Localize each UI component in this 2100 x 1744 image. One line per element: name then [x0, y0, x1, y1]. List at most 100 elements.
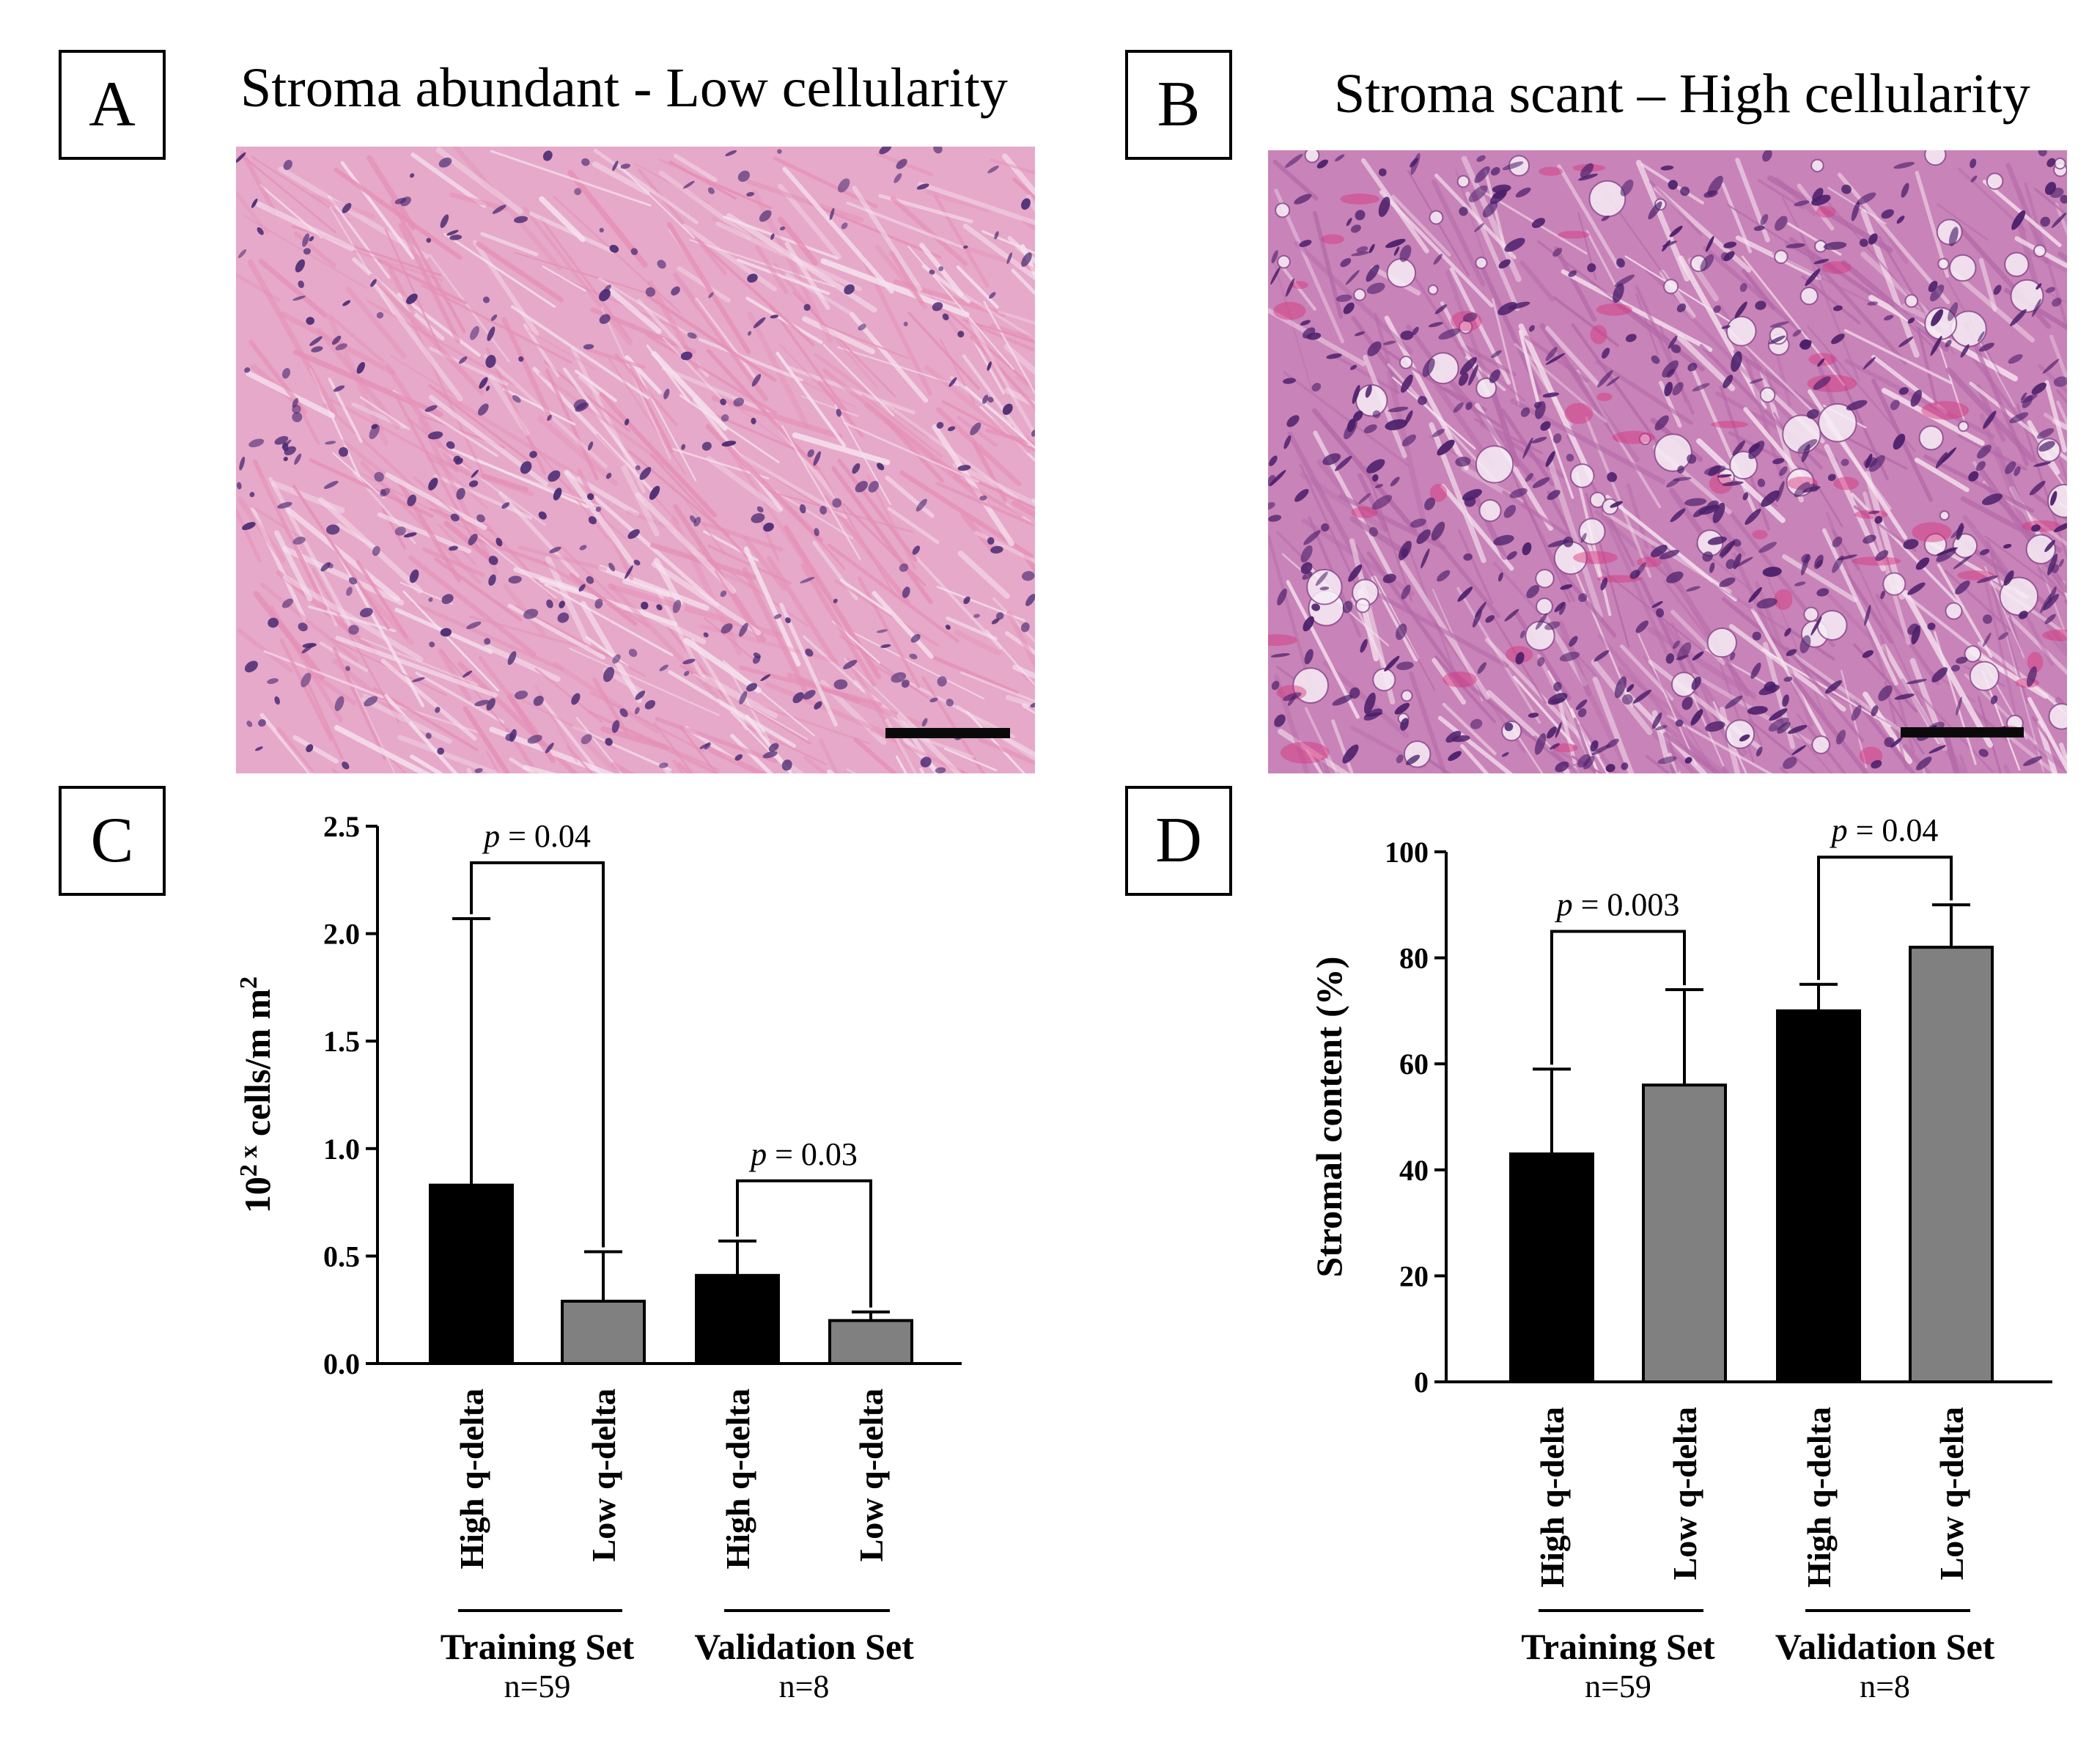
- stroma-fiber: [1800, 235, 1860, 382]
- cell-nucleus: [1772, 458, 1785, 465]
- cell-nucleus: [374, 471, 384, 482]
- stroma-fiber: [2056, 389, 2067, 405]
- stroma-fiber: [258, 258, 328, 318]
- stroma-fiber: [728, 447, 832, 514]
- cell-nucleus: [1862, 650, 1874, 658]
- cell-nucleus: [1283, 378, 1296, 384]
- micrograph-b: [1268, 150, 2067, 773]
- cell-nucleus: [957, 465, 971, 471]
- stroma-fiber: [743, 536, 786, 591]
- cell-nucleus: [257, 227, 264, 235]
- cell-nucleus: [441, 594, 454, 604]
- vacuole: [1475, 378, 1497, 399]
- stroma-fiber: [1669, 487, 1706, 539]
- vacuole: [1945, 602, 1963, 620]
- stroma-fiber: [1902, 589, 1994, 748]
- erythrocyte-patch: [1774, 589, 1793, 610]
- stroma-fiber: [1937, 203, 1989, 241]
- cell-nucleus: [394, 526, 406, 536]
- stroma-fiber: [369, 273, 485, 395]
- cell-nucleus: [1366, 459, 1385, 474]
- cell-nucleus: [1378, 168, 1387, 177]
- vacuole: [1725, 719, 1755, 749]
- cell-nucleus: [1356, 246, 1368, 253]
- stroma-fiber: [1484, 169, 1507, 252]
- stroma-fiber: [1878, 236, 1928, 320]
- vacuole: [1535, 569, 1555, 589]
- cell-nucleus: [1501, 752, 1509, 757]
- vacuole: [1478, 498, 1502, 523]
- cell-nucleus: [987, 361, 992, 371]
- stroma-fiber: [1594, 509, 1677, 584]
- cell-nucleus: [1326, 353, 1342, 359]
- cell-nucleus: [1270, 266, 1281, 285]
- erythrocyte-patch: [1912, 522, 1952, 542]
- cell-nucleus: [529, 451, 537, 458]
- cell-nucleus: [1928, 745, 1946, 754]
- stroma-fiber: [2016, 221, 2038, 285]
- cell-nucleus: [548, 470, 561, 482]
- vacuole: [1401, 689, 1413, 702]
- stroma-fiber: [256, 201, 355, 251]
- cell-nucleus: [1600, 577, 1608, 591]
- stroma-fiber: [568, 647, 720, 716]
- cell-nucleus: [1871, 759, 1882, 769]
- cell-nucleus: [1786, 243, 1805, 249]
- stroma-fiber: [1893, 585, 2010, 677]
- stroma-fiber: [307, 605, 397, 633]
- vacuole: [1304, 150, 1320, 163]
- cell-nucleus: [1303, 327, 1316, 339]
- cell-nucleus: [1910, 389, 1923, 407]
- stroma-fiber: [819, 738, 839, 773]
- cell-nucleus: [721, 441, 737, 447]
- stroma-fiber: [679, 725, 718, 773]
- cell-nucleus: [482, 296, 490, 303]
- cell-nucleus: [1396, 661, 1414, 671]
- cell-nucleus: [1602, 347, 1610, 359]
- cell-nucleus: [333, 385, 345, 392]
- stroma-fiber: [569, 573, 638, 626]
- stroma-fiber: [909, 732, 974, 759]
- cell-nucleus: [684, 671, 690, 677]
- stroma-fiber: [683, 638, 762, 693]
- stroma-fiber: [335, 636, 498, 698]
- cell-nucleus: [1707, 536, 1727, 545]
- stroma-fiber: [677, 762, 693, 773]
- stroma-fiber: [1821, 528, 1898, 686]
- cell-nucleus: [1021, 252, 1032, 267]
- stroma-fiber: [435, 147, 523, 215]
- stroma-fiber: [553, 196, 682, 314]
- stroma-fiber: [885, 718, 918, 773]
- cell-nucleus: [1735, 556, 1753, 567]
- stroma-fiber: [309, 671, 357, 706]
- cell-nucleus: [427, 431, 443, 440]
- cell-nucleus: [1928, 281, 1938, 292]
- stroma-fiber: [1442, 702, 1497, 756]
- stroma-fiber: [485, 644, 561, 682]
- stroma-fiber: [1765, 573, 1827, 720]
- stroma-fiber: [359, 472, 498, 546]
- cell-nucleus: [1955, 580, 1970, 595]
- stroma-fiber: [981, 230, 1035, 254]
- cell-nucleus: [894, 173, 902, 183]
- cell-nucleus: [1578, 173, 1598, 181]
- cell-nucleus: [338, 446, 349, 457]
- stroma-fiber: [1852, 556, 1923, 707]
- vacuole: [1799, 287, 1819, 306]
- stroma-fiber: [1595, 359, 1693, 425]
- cell-nucleus: [2053, 522, 2067, 532]
- cell-nucleus: [1687, 362, 1698, 372]
- cell-nucleus: [1352, 384, 1360, 405]
- cell-nucleus: [1776, 480, 1785, 502]
- cell-nucleus: [1606, 738, 1619, 748]
- erythrocyte-patch: [1957, 570, 1994, 581]
- cell-nucleus: [1745, 508, 1761, 525]
- erythrocyte-patch: [2027, 652, 2044, 673]
- cell-nucleus: [1725, 695, 1743, 709]
- stroma-fiber: [1790, 726, 1833, 773]
- stroma-fiber: [453, 147, 562, 271]
- stroma-fiber: [836, 346, 959, 386]
- cell-nucleus: [1950, 526, 1965, 539]
- stroma-fiber: [1004, 387, 1035, 408]
- vacuole: [1663, 279, 1679, 295]
